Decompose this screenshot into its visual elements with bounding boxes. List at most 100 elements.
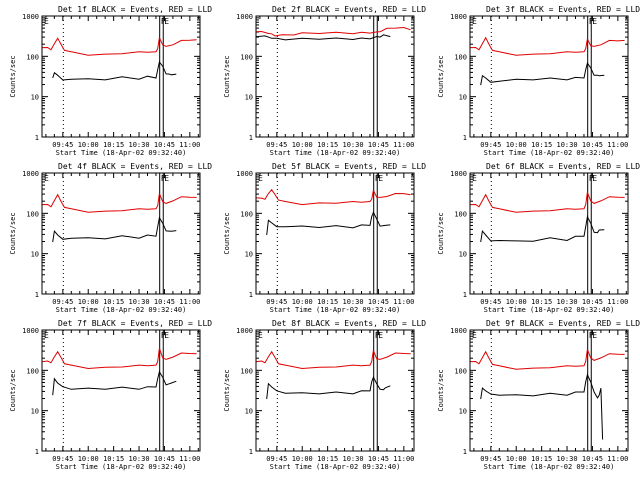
- plot-title: Det 7f BLACK = Events, RED = LLD: [58, 319, 212, 328]
- y-tick-label: 1: [35, 291, 39, 299]
- x-tick-label: 09:45: [52, 298, 73, 306]
- plot-panel-3: Det 3f BLACK = Events, RED = LLD 1 10 100 10…: [437, 5, 640, 157]
- x-tick-label: 10:00: [78, 455, 99, 463]
- y-axis-label: Counts/sec: [9, 212, 17, 254]
- x-tick-label: 10:00: [78, 141, 99, 149]
- x-tick-label: 11:00: [179, 141, 200, 149]
- y-tick-label: 1000: [450, 170, 467, 178]
- plot-panel-9: Det 9f BLACK = Events, RED = LLD 1 10 100 10…: [437, 319, 640, 471]
- y-axis-label: Counts/sec: [9, 55, 17, 97]
- y-tick-label: 100: [26, 367, 39, 375]
- lld-series-line: [256, 26, 411, 37]
- y-tick-label: 10: [459, 94, 467, 102]
- y-tick-label: 1: [249, 448, 253, 456]
- corner-label-left: E: [258, 174, 263, 183]
- x-tick-label: 09:45: [266, 455, 287, 463]
- plot-title: Det 9f BLACK = Events, RED = LLD: [486, 319, 640, 328]
- event-marker-label: E: [592, 331, 597, 340]
- x-tick-label: 10:15: [317, 455, 338, 463]
- event-marker-label: E: [592, 174, 597, 183]
- x-tick-label: 10:30: [342, 298, 363, 306]
- plot-frame: [469, 329, 629, 452]
- y-tick-label: 1: [35, 448, 39, 456]
- corner-label-left: E: [44, 17, 49, 26]
- y-tick-label: 1: [249, 134, 253, 142]
- plot-frame: [469, 15, 629, 138]
- plot-panel-7: Det 7f BLACK = Events, RED = LLD 1 10 100 10…: [9, 319, 212, 471]
- lld-series-line: [42, 348, 197, 370]
- x-tick-label: 10:45: [582, 298, 603, 306]
- events-series-line: [266, 211, 391, 236]
- x-tick-label: 10:15: [531, 141, 552, 149]
- x-tick-label: 11:00: [393, 298, 414, 306]
- event-marker-label: E: [378, 331, 383, 340]
- y-axis-label: Counts/sec: [437, 55, 445, 97]
- x-tick-label: 09:45: [480, 298, 501, 306]
- x-tick-label: 11:00: [607, 141, 628, 149]
- lld-series-line: [470, 347, 625, 370]
- x-tick-label: 11:00: [607, 298, 628, 306]
- corner-label-left: E: [472, 174, 477, 183]
- x-tick-label: 10:30: [128, 455, 149, 463]
- x-tick-label: 10:30: [342, 141, 363, 149]
- y-tick-label: 100: [240, 367, 253, 375]
- y-tick-label: 1: [249, 291, 253, 299]
- y-tick-label: 1000: [236, 170, 253, 178]
- plot-frame: [41, 15, 201, 138]
- events-series-line: [266, 375, 391, 400]
- y-tick-label: 100: [454, 367, 467, 375]
- plot-panel-8: Det 8f BLACK = Events, RED = LLD 1 10 100 10…: [223, 319, 426, 471]
- plot-panel-4: Det 4f BLACK = Events, RED = LLD 1 10 100 10…: [9, 162, 212, 314]
- y-axis-label: Counts/sec: [223, 55, 231, 97]
- x-tick-label: 11:00: [393, 141, 414, 149]
- y-tick-label: 10: [245, 408, 253, 416]
- y-tick-label: 1: [35, 134, 39, 142]
- plot-title: Det 4f BLACK = Events, RED = LLD: [58, 162, 212, 171]
- y-tick-label: 10: [459, 251, 467, 259]
- y-tick-label: 1: [463, 448, 467, 456]
- lld-series-line: [256, 348, 411, 370]
- x-tick-label: 10:45: [582, 455, 603, 463]
- y-axis-label: Counts/sec: [437, 369, 445, 411]
- y-tick-label: 1000: [236, 327, 253, 335]
- lld-series-line: [256, 188, 411, 206]
- x-tick-label: 10:30: [556, 298, 577, 306]
- events-series-line: [480, 215, 605, 243]
- plot-frame: [255, 172, 415, 295]
- y-tick-label: 100: [454, 53, 467, 61]
- x-tick-label: 10:15: [531, 455, 552, 463]
- x-axis-label: Start Time (18-Apr-02 09:32:40): [56, 463, 187, 471]
- plot-panel-6: Det 6f BLACK = Events, RED = LLD 1 10 100 10…: [437, 162, 640, 314]
- x-tick-label: 10:45: [368, 141, 389, 149]
- plot-frame: [255, 329, 415, 452]
- x-tick-label: 11:00: [393, 455, 414, 463]
- x-tick-label: 09:45: [480, 141, 501, 149]
- x-tick-label: 11:00: [179, 298, 200, 306]
- plot-title: Det 1f BLACK = Events, RED = LLD: [58, 5, 212, 14]
- x-tick-label: 11:00: [607, 455, 628, 463]
- x-axis-label: Start Time (18-Apr-02 09:32:40): [484, 463, 615, 471]
- event-marker-label: E: [164, 331, 169, 340]
- x-tick-label: 10:30: [128, 141, 149, 149]
- y-tick-label: 1000: [22, 327, 39, 335]
- plot-frame: [41, 172, 201, 295]
- y-tick-label: 100: [26, 53, 39, 61]
- plot-panel-5: Det 5f BLACK = Events, RED = LLD 1 10 100 10…: [223, 162, 426, 314]
- y-tick-label: 1: [463, 134, 467, 142]
- y-tick-label: 1000: [450, 13, 467, 21]
- x-tick-label: 10:30: [342, 455, 363, 463]
- y-tick-label: 1000: [236, 13, 253, 21]
- plot-title: Det 8f BLACK = Events, RED = LLD: [272, 319, 426, 328]
- event-marker-label: E: [592, 17, 597, 26]
- y-tick-label: 10: [31, 251, 39, 259]
- x-axis-label: Start Time (18-Apr-02 09:32:40): [270, 463, 401, 471]
- events-series-line: [52, 216, 177, 243]
- x-tick-label: 09:45: [266, 141, 287, 149]
- events-series-line: [52, 370, 177, 396]
- lld-series-line: [470, 36, 625, 56]
- y-tick-label: 10: [245, 94, 253, 102]
- event-marker-label: E: [164, 17, 169, 26]
- x-tick-label: 10:15: [317, 298, 338, 306]
- x-tick-label: 10:00: [506, 455, 527, 463]
- plot-panel-1: Det 1f BLACK = Events, RED = LLD 1 10 100 10…: [9, 5, 212, 157]
